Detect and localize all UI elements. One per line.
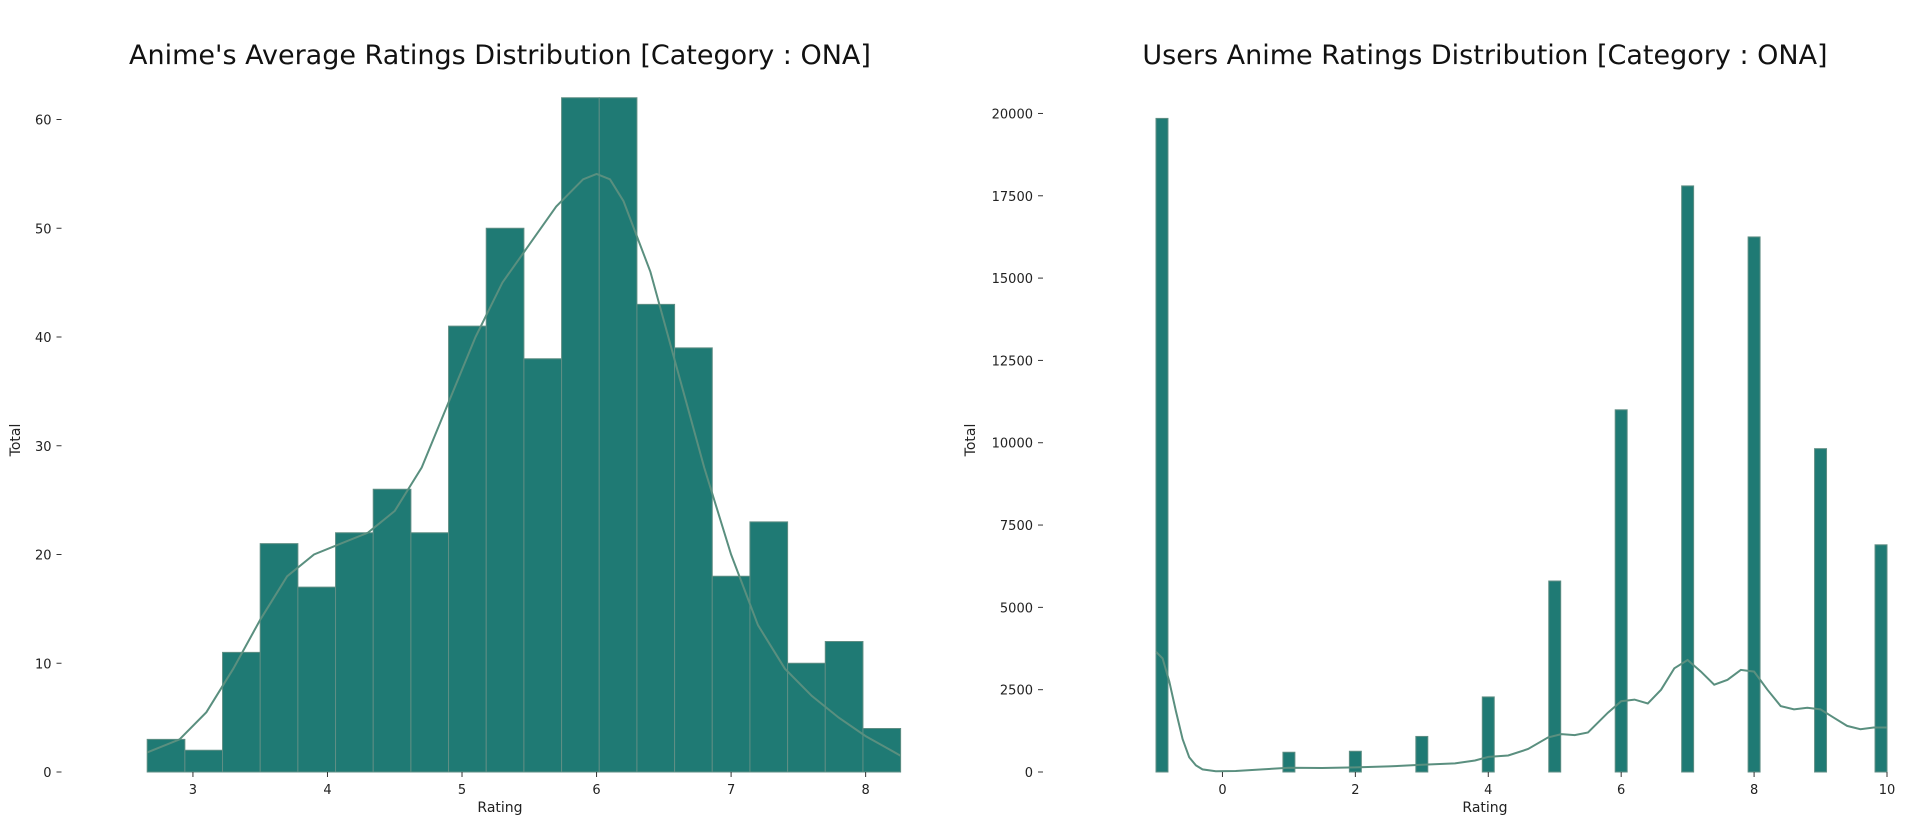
left-bar <box>749 521 789 773</box>
right-bar <box>1415 735 1429 773</box>
right-y-tick-label: 2500 <box>1000 684 1033 699</box>
left-bar <box>259 543 299 773</box>
right-bar <box>1348 750 1362 773</box>
left-bar <box>184 749 224 773</box>
right-x-tick-label: 0 <box>1218 783 1226 798</box>
left-x-ticks: 3 4 5 6 7 8 <box>189 772 870 798</box>
left-y-tick-label: 10 <box>35 657 52 672</box>
left-y-tick-label: 40 <box>35 331 52 346</box>
left-bar <box>335 532 374 773</box>
left-x-tick-label: 4 <box>323 783 331 798</box>
left-x-tick-label: 5 <box>458 783 466 798</box>
left-bar <box>862 728 902 773</box>
right-bar <box>1614 409 1628 773</box>
left-x-tick-label: 6 <box>592 783 600 798</box>
left-bar <box>410 532 450 773</box>
right-x-tick-label: 2 <box>1351 783 1359 798</box>
left-bar <box>222 651 261 773</box>
right-y-tick-label: 17500 <box>992 190 1033 205</box>
right-bar <box>1155 117 1169 773</box>
right-bar <box>1874 544 1888 773</box>
right-y-tick-label: 5000 <box>1000 601 1033 616</box>
right-y-ticks: 0 2500 5000 7500 10000 12500 15000 17500 20000 <box>992 107 1043 781</box>
right-bar <box>1282 751 1296 773</box>
left-x-tick-label: 8 <box>861 783 869 798</box>
left-x-tick-label: 3 <box>189 783 197 798</box>
left-bars-group <box>146 97 902 773</box>
right-x-axis-label: Rating <box>1462 800 1507 816</box>
right-y-tick-label: 20000 <box>992 107 1033 122</box>
left-bar <box>448 325 487 773</box>
right-x-tick-label: 10 <box>1879 783 1896 798</box>
left-bar <box>372 488 412 773</box>
right-y-tick-label: 0 <box>1025 766 1033 781</box>
left-y-tick-label: 0 <box>43 766 51 781</box>
left-bar <box>297 586 337 773</box>
left-y-axis-label: Total <box>8 424 24 458</box>
left-histogram-panel: Anime's Average Ratings Distribution [Ca… <box>8 40 902 816</box>
right-bar <box>1548 580 1562 773</box>
left-bar <box>824 641 864 773</box>
right-x-ticks: 0 2 4 6 8 10 <box>1218 772 1895 798</box>
left-chart-title: Anime's Average Ratings Distribution [Ca… <box>129 40 871 71</box>
left-bar <box>523 358 563 773</box>
left-bar <box>485 227 525 773</box>
left-bar <box>598 97 638 773</box>
left-kde-group <box>146 172 902 757</box>
left-y-ticks: 0 10 20 30 40 50 60 <box>35 114 62 781</box>
right-bar <box>1747 236 1761 773</box>
right-y-tick-label: 10000 <box>992 437 1033 452</box>
left-bar <box>711 575 751 773</box>
left-x-tick-label: 7 <box>727 783 735 798</box>
right-x-tick-label: 4 <box>1484 783 1492 798</box>
left-x-axis-label: Rating <box>477 800 522 816</box>
left-y-tick-label: 30 <box>35 440 52 455</box>
left-bar <box>636 303 676 773</box>
right-bar <box>1681 185 1695 773</box>
right-histogram-panel: Users Anime Ratings Distribution [Catego… <box>963 40 1895 816</box>
right-y-tick-label: 12500 <box>992 354 1033 369</box>
left-bar <box>674 347 713 773</box>
right-kde-group <box>1155 651 1887 773</box>
right-y-tick-label: 15000 <box>992 272 1033 287</box>
right-bars-group <box>1155 117 1888 773</box>
right-bar <box>1814 448 1828 773</box>
right-kde-curve <box>1155 651 1887 773</box>
right-chart-title: Users Anime Ratings Distribution [Catego… <box>1142 40 1827 71</box>
right-x-tick-label: 8 <box>1750 783 1758 798</box>
right-bar <box>1481 696 1495 773</box>
left-y-tick-label: 60 <box>35 114 52 129</box>
left-y-tick-label: 20 <box>35 549 52 564</box>
right-y-tick-label: 7500 <box>1000 519 1033 534</box>
left-y-tick-label: 50 <box>35 222 52 237</box>
right-y-axis-label: Total <box>963 424 979 458</box>
right-x-tick-label: 6 <box>1617 783 1625 798</box>
left-kde-curve <box>146 172 902 757</box>
left-bar <box>561 97 600 773</box>
left-bar <box>787 662 826 773</box>
